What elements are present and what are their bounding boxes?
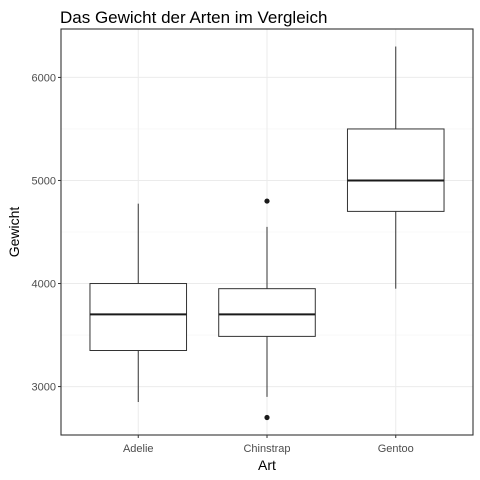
box-chinstrap xyxy=(218,198,316,421)
x-tick-label: Chinstrap xyxy=(243,443,290,455)
outlier-point xyxy=(264,414,270,421)
x-tick-label: Gentoo xyxy=(378,443,414,455)
x-axis: Adelie Chinstrap Gentoo xyxy=(123,435,414,455)
x-tick-label: Adelie xyxy=(123,443,154,455)
y-tick-label: 5000 xyxy=(32,175,56,187)
iqr-box xyxy=(346,128,445,212)
iqr-box xyxy=(218,288,316,337)
x-axis-title: Art xyxy=(258,457,276,473)
y-axis-title: Gewicht xyxy=(6,207,22,258)
y-axis: 3000 4000 5000 6000 xyxy=(32,72,61,394)
box-gentoo xyxy=(346,46,445,289)
boxes xyxy=(89,46,445,421)
iqr-box xyxy=(89,283,188,352)
y-tick-label: 3000 xyxy=(32,382,56,394)
y-tick-label: 6000 xyxy=(32,72,56,84)
box-adelie xyxy=(89,203,188,403)
chart-title: Das Gewicht der Arten im Vergleich xyxy=(60,8,327,27)
y-tick-label: 4000 xyxy=(32,279,56,291)
outlier-point xyxy=(264,198,270,204)
